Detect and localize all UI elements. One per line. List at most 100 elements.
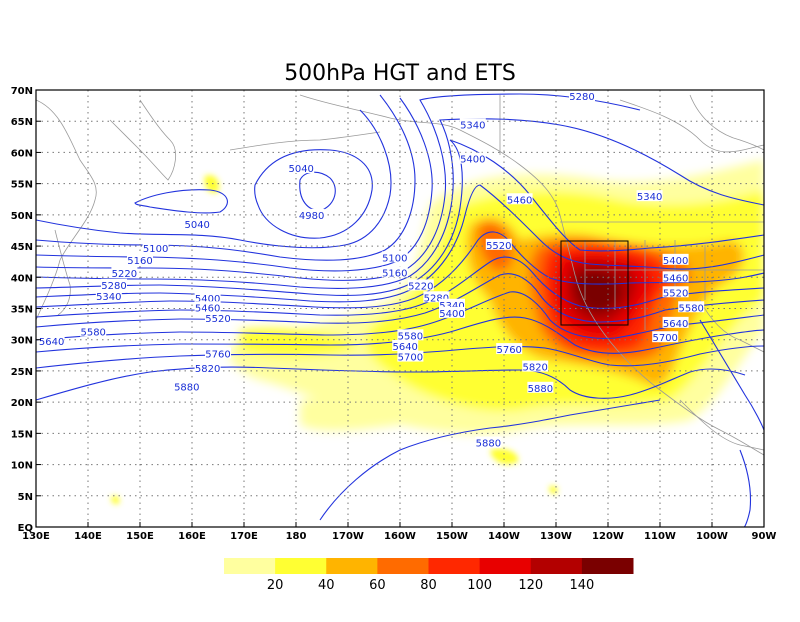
y-tick-label: EQ <box>18 523 33 534</box>
ets-spot-c <box>111 495 120 505</box>
x-tick-label: 140E <box>74 531 102 542</box>
coastlines <box>36 94 764 456</box>
height-contours <box>36 93 764 527</box>
y-tick-label: 35N <box>11 305 33 316</box>
contour-5400 <box>36 139 764 296</box>
contour-label-bg <box>662 253 689 265</box>
contour-label-bg <box>662 316 689 328</box>
map-title: 500hPa HGT and ETS <box>284 61 516 86</box>
ets-region-max <box>574 270 621 313</box>
contour-label-bg <box>459 118 486 130</box>
contour-label-bg <box>95 290 122 302</box>
contour-5700 <box>36 291 764 341</box>
axes: 130E 140E 150E 160E 170E 180 170W 160W 150W 140W 1… <box>11 86 777 542</box>
contour-label: 5400 <box>195 294 220 305</box>
contour-label-bg <box>194 291 221 303</box>
contour-5280 <box>36 93 641 281</box>
contour-east-loop <box>699 319 764 431</box>
contour-label: 5220 <box>408 281 433 292</box>
contour-label-bg <box>506 193 533 205</box>
y-tick-label: 50N <box>11 211 33 222</box>
colorbar-swatch <box>530 558 583 574</box>
ets-spot-b <box>490 448 519 465</box>
contour-label-bg <box>127 253 153 265</box>
contour-label: 5640 <box>392 342 417 353</box>
y-tick-label: 40N <box>11 273 33 284</box>
colorbar-swatch <box>428 558 481 574</box>
contour-label-bg <box>459 152 486 164</box>
contour-label: 5820 <box>522 363 547 374</box>
contour-label-bg <box>392 339 419 351</box>
contour-east-loop2 <box>739 449 752 527</box>
contour-label: 5280 <box>424 293 449 304</box>
contour-5820 <box>36 345 764 369</box>
contour-label-bg <box>662 286 689 298</box>
contour-label-bg <box>381 251 408 263</box>
contour-label-bg <box>636 190 663 202</box>
colorbar-label: 80 <box>420 578 437 593</box>
contour-label-bg <box>522 360 549 372</box>
contour-label: 5040 <box>288 164 313 175</box>
y-tick-label: 15N <box>11 429 33 440</box>
coast-central-america <box>679 399 764 451</box>
contour-label: 5760 <box>496 345 521 356</box>
contour-label: 5340 <box>96 292 121 303</box>
contour-label-bg <box>173 380 200 392</box>
contour-label-bg <box>397 350 424 362</box>
contour-label: 5640 <box>39 337 64 348</box>
contour-label: 5100 <box>143 244 168 255</box>
contour-label-bg <box>142 241 169 253</box>
ets-spot-a <box>204 175 220 193</box>
contour-label: 5400 <box>460 155 485 166</box>
coast-na-west <box>559 214 764 456</box>
contour-5760 <box>36 316 764 354</box>
coast-alaska <box>299 94 561 216</box>
contour-label: 5340 <box>439 301 464 312</box>
contour-label-bg <box>475 436 502 448</box>
y-tick-label: 70N <box>11 86 33 97</box>
x-tick-label: 120W <box>592 531 624 542</box>
x-tick-label: 130W <box>540 531 572 542</box>
coast-japan <box>54 229 71 316</box>
contour-label: 5760 <box>205 349 230 360</box>
contour-label-bg <box>205 311 231 323</box>
contour-label: 5700 <box>398 353 423 364</box>
x-tick-label: 160W <box>384 531 416 542</box>
contour-label: 5520 <box>663 288 688 299</box>
coast-asia <box>36 99 97 321</box>
contour-label-bg <box>288 162 315 174</box>
contour-label: 5820 <box>195 364 220 375</box>
y-tick-label: 10N <box>11 461 33 472</box>
contour-label: 5220 <box>112 269 137 280</box>
contour-label-bg <box>485 238 512 250</box>
contour-label-bg <box>423 291 450 303</box>
colorbar-label: 20 <box>267 578 284 593</box>
colorbar-label: 60 <box>369 578 386 593</box>
y-tick-label: 30N <box>11 336 33 347</box>
contour-label-bg <box>652 331 679 343</box>
contour-label-bg <box>381 266 408 278</box>
contour-label: 5280 <box>101 281 126 292</box>
contour-5880 <box>36 366 746 401</box>
contour-label: 5580 <box>398 331 423 342</box>
contour-5040-east <box>254 149 373 239</box>
y-tick-label: 5N <box>18 492 33 503</box>
y-tick-label: 65N <box>11 117 33 128</box>
colorbar-label: 100 <box>467 578 492 593</box>
contour-label: 5880 <box>476 439 501 450</box>
contour-label-bg <box>407 279 434 291</box>
contour-label-bg <box>194 361 221 373</box>
colorbar-swatch <box>377 558 429 574</box>
contour-label-bg <box>662 271 689 283</box>
colorbar-label: 140 <box>569 578 594 593</box>
contour-label-bg <box>439 306 465 318</box>
x-tick-label: 160E <box>178 531 206 542</box>
contour-label-bg <box>569 90 595 102</box>
contour-label: 5580 <box>80 328 105 339</box>
contour-label-bg <box>527 381 554 393</box>
contour-label: 5700 <box>652 333 677 344</box>
contour-5100 <box>36 109 392 249</box>
y-tick-label: 20N <box>11 398 33 409</box>
coast-na-north <box>499 95 764 155</box>
